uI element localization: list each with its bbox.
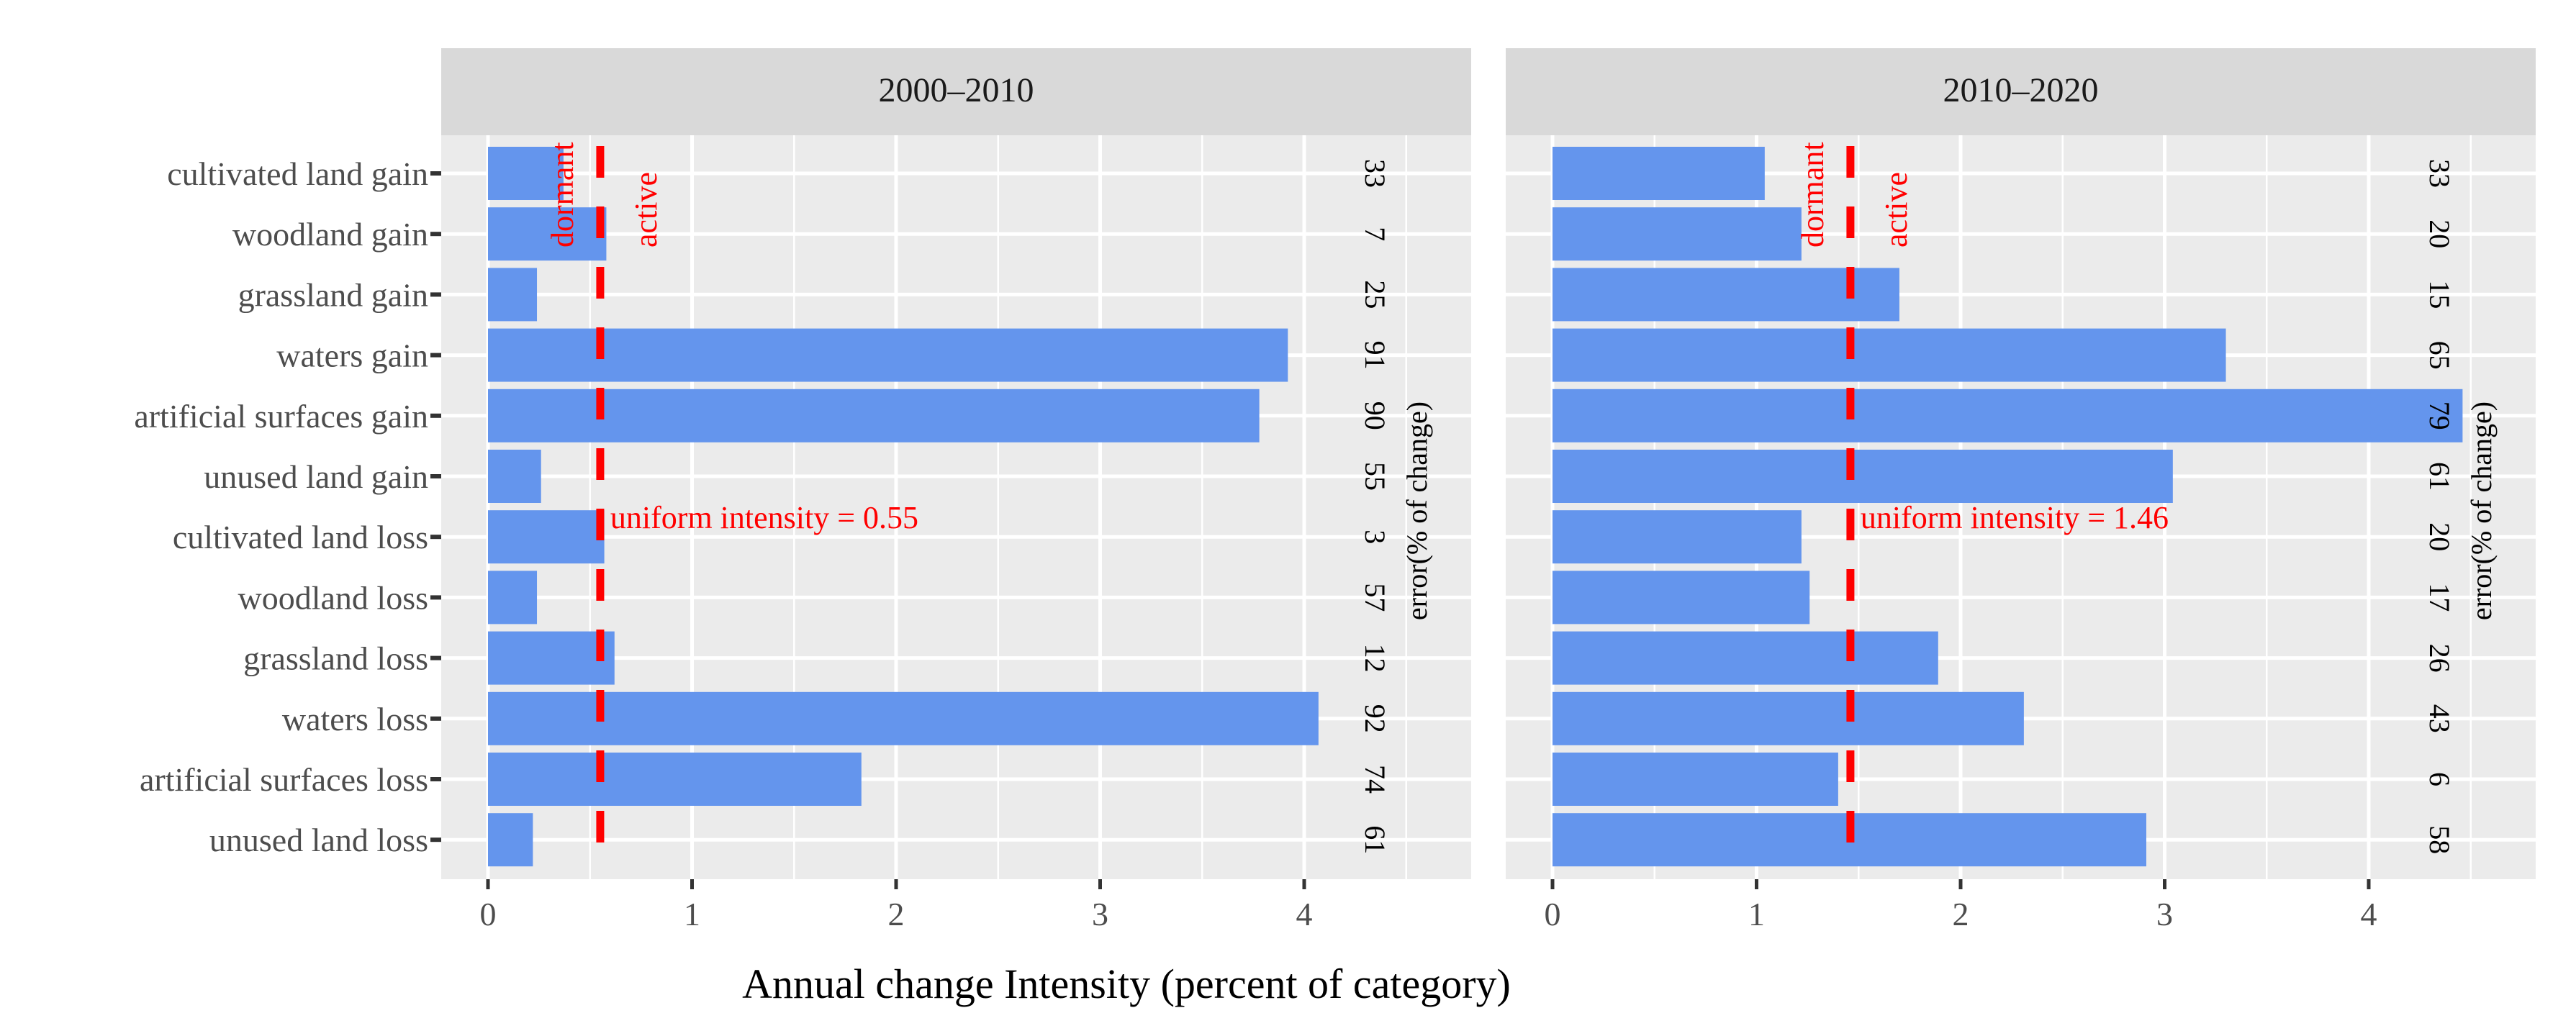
error-label: 65 <box>2423 341 2456 370</box>
x-tick-label: 1 <box>684 896 700 932</box>
x-tick-label: 0 <box>1545 896 1561 932</box>
error-label: 6 <box>2423 772 2456 786</box>
x-tick-label: 4 <box>1296 896 1313 932</box>
x-tick-label: 0 <box>480 896 497 932</box>
dormant-label: dormant <box>1795 142 1830 247</box>
error-label: 33 <box>1359 159 1391 188</box>
x-tick-label: 3 <box>1092 896 1108 932</box>
x-axis-title: Annual change Intensity (percent of cate… <box>742 960 1511 1007</box>
panel-2010-2020: 2010–2020 dormant active uniform intensity … <box>1506 48 2536 932</box>
error-label: 58 <box>2423 825 2456 854</box>
bar <box>1553 691 2024 745</box>
bar <box>1553 389 2463 442</box>
y-tick-label: unused land loss <box>209 822 428 858</box>
y-tick-label: waters loss <box>282 701 428 737</box>
y-tick-label: woodland loss <box>238 579 429 616</box>
error-label: 3 <box>1359 530 1391 544</box>
bar <box>488 147 564 200</box>
y-tick-label: cultivated land loss <box>173 519 428 555</box>
bar <box>488 268 538 322</box>
error-label: 91 <box>1359 341 1391 370</box>
error-label: 15 <box>2423 280 2456 309</box>
error-label: 33 <box>2423 159 2456 188</box>
error-label: 79 <box>2423 401 2456 430</box>
error-label: 12 <box>1359 644 1391 673</box>
y-axis-labels: cultivated land gain woodland gain grassla… <box>134 155 441 858</box>
uniform-intensity-label: uniform intensity = 1.46 <box>1861 500 2169 535</box>
bar <box>488 571 538 624</box>
bar <box>1553 147 1765 200</box>
bar <box>488 510 605 564</box>
x-tick-label: 2 <box>1953 896 1969 932</box>
error-label: 43 <box>2423 704 2456 733</box>
y-tick-label: cultivated land gain <box>167 155 428 192</box>
bar <box>488 450 541 503</box>
bar <box>1553 571 1810 624</box>
facet-title: 2010–2020 <box>1943 71 2099 109</box>
y-tick-label: artificial surfaces loss <box>140 761 428 798</box>
y-tick-label: waters gain <box>276 337 428 374</box>
error-label: 61 <box>1359 825 1391 854</box>
facet-title: 2000–2010 <box>879 71 1034 109</box>
error-label: 20 <box>2423 522 2456 551</box>
bar <box>488 691 1319 745</box>
y-tick-label: artificial surfaces gain <box>134 398 428 435</box>
error-axis-title: error(% of change) <box>1401 401 1433 620</box>
facet-strip <box>441 48 1471 135</box>
error-label: 74 <box>1359 765 1391 794</box>
y-tick-label: grassland loss <box>243 640 428 677</box>
bar <box>488 813 533 867</box>
dormant-label: dormant <box>545 142 580 247</box>
bar <box>1553 753 1838 806</box>
bar <box>1553 450 2173 503</box>
bar <box>488 753 862 806</box>
error-label: 92 <box>1359 704 1391 733</box>
error-label: 20 <box>2423 219 2456 248</box>
error-label: 17 <box>2423 583 2456 612</box>
error-label: 7 <box>1359 227 1391 241</box>
error-label: 55 <box>1359 462 1391 491</box>
y-tick-label: grassland gain <box>238 276 428 313</box>
x-tick-label: 3 <box>2156 896 2173 932</box>
panel-2000-2010: 2000–2010 dormant active uniform intensity … <box>441 48 1471 932</box>
error-label: 61 <box>2423 462 2456 491</box>
bar <box>1553 328 2226 382</box>
active-label: active <box>628 172 664 247</box>
error-label: 26 <box>2423 644 2456 673</box>
y-tick-label: unused land gain <box>204 458 428 495</box>
bar <box>1553 631 1938 685</box>
x-tick-label: 2 <box>888 896 905 932</box>
bar <box>488 328 1288 382</box>
error-axis-title: error(% of change) <box>2465 401 2498 620</box>
uniform-intensity-label: uniform intensity = 0.55 <box>610 500 918 535</box>
active-label: active <box>1879 172 1914 247</box>
error-label: 57 <box>1359 583 1391 612</box>
bar <box>488 389 1260 442</box>
x-tick-label: 1 <box>1748 896 1765 932</box>
bar <box>488 631 615 685</box>
x-tick-label: 4 <box>2361 896 2377 932</box>
error-label: 25 <box>1359 280 1391 309</box>
bar <box>1553 510 1802 564</box>
facet-strip <box>1506 48 2536 135</box>
bar <box>488 207 607 261</box>
bar <box>1553 268 1899 322</box>
error-label: 90 <box>1359 401 1391 430</box>
y-tick-label: woodland gain <box>232 216 428 253</box>
bar <box>1553 207 1802 261</box>
